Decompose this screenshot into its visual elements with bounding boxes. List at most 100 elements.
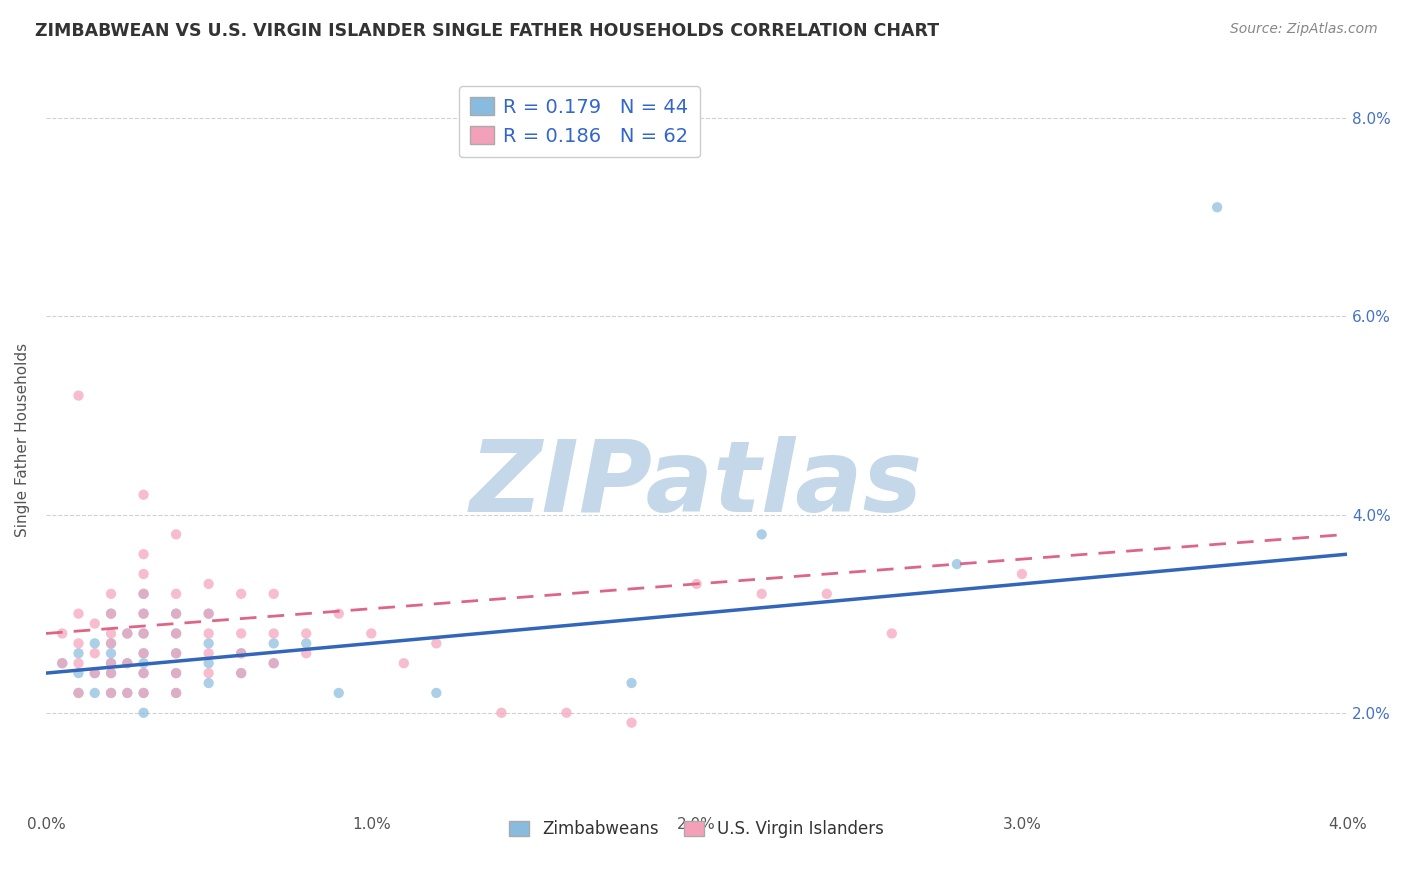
- Point: [165, 587, 187, 601]
- Text: ZIPatlas: ZIPatlas: [470, 436, 924, 533]
- Point: [165, 607, 187, 621]
- Point: [67, 686, 90, 700]
- Point: [197, 577, 219, 591]
- Point: [231, 646, 253, 660]
- Point: [100, 646, 122, 660]
- Point: [83, 646, 105, 660]
- Y-axis label: Single Father Households: Single Father Households: [15, 343, 30, 537]
- Point: [263, 657, 285, 671]
- Point: [100, 607, 122, 621]
- Point: [165, 686, 187, 700]
- Point: [100, 666, 122, 681]
- Point: [132, 686, 155, 700]
- Point: [100, 666, 122, 681]
- Point: [132, 646, 155, 660]
- Point: [100, 657, 122, 671]
- Point: [132, 607, 155, 621]
- Point: [100, 657, 122, 671]
- Point: [197, 636, 219, 650]
- Point: [132, 547, 155, 561]
- Point: [263, 657, 285, 671]
- Point: [751, 587, 773, 601]
- Point: [165, 666, 187, 681]
- Point: [67, 636, 90, 650]
- Point: [491, 706, 513, 720]
- Point: [197, 646, 219, 660]
- Point: [555, 706, 578, 720]
- Point: [880, 626, 903, 640]
- Point: [132, 626, 155, 640]
- Point: [328, 686, 350, 700]
- Point: [117, 626, 139, 640]
- Point: [132, 657, 155, 671]
- Point: [117, 657, 139, 671]
- Point: [132, 567, 155, 582]
- Point: [100, 626, 122, 640]
- Point: [263, 587, 285, 601]
- Point: [295, 626, 318, 640]
- Point: [620, 715, 643, 730]
- Point: [67, 686, 90, 700]
- Point: [83, 686, 105, 700]
- Text: Source: ZipAtlas.com: Source: ZipAtlas.com: [1230, 22, 1378, 37]
- Point: [132, 587, 155, 601]
- Point: [132, 686, 155, 700]
- Point: [197, 666, 219, 681]
- Point: [117, 686, 139, 700]
- Point: [263, 626, 285, 640]
- Point: [231, 666, 253, 681]
- Point: [83, 666, 105, 681]
- Point: [67, 657, 90, 671]
- Point: [197, 607, 219, 621]
- Legend: Zimbabweans, U.S. Virgin Islanders: Zimbabweans, U.S. Virgin Islanders: [502, 814, 891, 845]
- Point: [1011, 567, 1033, 582]
- Point: [295, 646, 318, 660]
- Point: [83, 636, 105, 650]
- Point: [117, 626, 139, 640]
- Point: [165, 626, 187, 640]
- Point: [132, 646, 155, 660]
- Point: [132, 607, 155, 621]
- Point: [100, 607, 122, 621]
- Point: [165, 666, 187, 681]
- Point: [295, 636, 318, 650]
- Point: [425, 686, 447, 700]
- Point: [67, 646, 90, 660]
- Point: [685, 577, 707, 591]
- Point: [197, 657, 219, 671]
- Point: [132, 587, 155, 601]
- Point: [117, 686, 139, 700]
- Point: [946, 557, 969, 571]
- Point: [132, 666, 155, 681]
- Point: [231, 626, 253, 640]
- Point: [197, 626, 219, 640]
- Point: [100, 636, 122, 650]
- Point: [132, 488, 155, 502]
- Point: [165, 607, 187, 621]
- Point: [51, 626, 73, 640]
- Point: [751, 527, 773, 541]
- Point: [231, 646, 253, 660]
- Point: [100, 587, 122, 601]
- Point: [328, 607, 350, 621]
- Point: [67, 388, 90, 402]
- Point: [132, 626, 155, 640]
- Point: [100, 686, 122, 700]
- Point: [815, 587, 838, 601]
- Point: [165, 646, 187, 660]
- Point: [132, 666, 155, 681]
- Point: [117, 657, 139, 671]
- Point: [51, 657, 73, 671]
- Point: [392, 657, 415, 671]
- Point: [620, 676, 643, 690]
- Point: [231, 666, 253, 681]
- Point: [197, 607, 219, 621]
- Point: [165, 646, 187, 660]
- Point: [425, 636, 447, 650]
- Point: [100, 686, 122, 700]
- Point: [360, 626, 382, 640]
- Point: [67, 666, 90, 681]
- Point: [231, 587, 253, 601]
- Point: [165, 527, 187, 541]
- Point: [100, 636, 122, 650]
